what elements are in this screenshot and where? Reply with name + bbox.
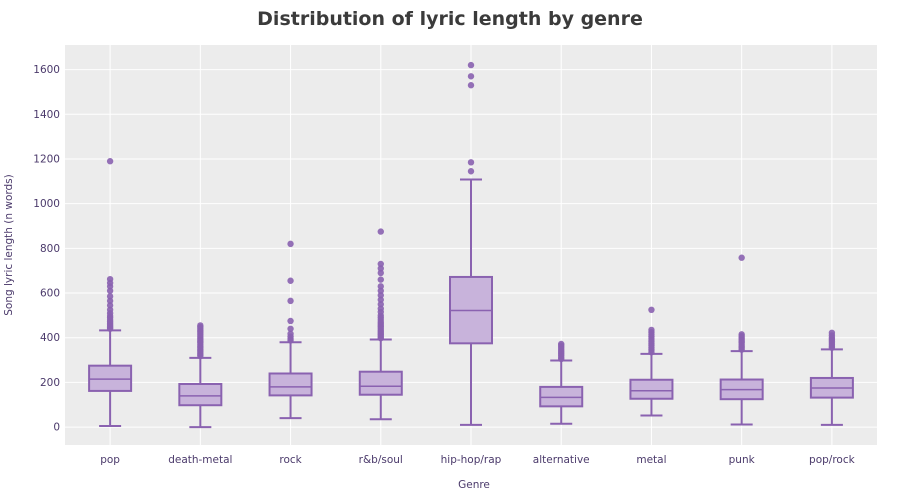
outlier-point xyxy=(377,276,384,283)
outlier-point xyxy=(287,330,294,337)
outlier-point xyxy=(106,302,114,309)
box-alternative[interactable] xyxy=(539,340,584,425)
outlier-point xyxy=(377,296,384,303)
x-tick-label: death-metal xyxy=(168,454,232,466)
x-tick-label: pop xyxy=(100,454,120,466)
outlier-point xyxy=(377,301,384,308)
outlier-point xyxy=(287,297,294,305)
iqr-box xyxy=(88,364,133,392)
iqr-box xyxy=(178,382,223,407)
chart-title: Distribution of lyric length by genre xyxy=(257,8,643,30)
iqr-box xyxy=(358,370,403,396)
y-tick-label: 600 xyxy=(40,288,60,300)
outlier-point xyxy=(287,240,294,248)
box-death-metal[interactable] xyxy=(178,322,223,429)
outlier-point xyxy=(377,260,384,268)
outlier-point xyxy=(558,340,565,348)
y-tick-label: 1000 xyxy=(33,198,60,210)
iqr-box xyxy=(629,378,674,400)
box-rock[interactable] xyxy=(268,240,313,420)
outlier-point xyxy=(738,331,745,338)
iqr-box xyxy=(268,372,313,397)
box-hip-hop-rap[interactable] xyxy=(449,61,493,426)
y-tick-label: 800 xyxy=(40,243,60,255)
outlier-point xyxy=(377,228,384,235)
x-tick-label: pop/rock xyxy=(809,454,856,466)
x-tick-label: rock xyxy=(279,454,302,466)
outlier-point xyxy=(106,297,114,305)
outlier-point xyxy=(287,277,294,284)
y-tick-label: 200 xyxy=(40,377,60,389)
outlier-point xyxy=(106,287,114,295)
outlier-point xyxy=(467,159,475,166)
outlier-point xyxy=(287,325,294,332)
box-series xyxy=(88,61,854,429)
x-tick-label: alternative xyxy=(533,454,590,466)
outlier-point xyxy=(287,317,294,325)
outlier-point xyxy=(197,322,204,329)
x-tick-label: metal xyxy=(636,454,666,466)
outlier-point xyxy=(738,254,745,261)
outlier-point xyxy=(377,269,384,277)
outlier-point xyxy=(648,326,655,334)
x-axis-title: Genre xyxy=(458,479,490,491)
iqr-box xyxy=(539,385,584,408)
box-pop-rock[interactable] xyxy=(809,329,854,426)
outlier-point xyxy=(467,168,475,175)
outlier-point xyxy=(377,287,384,295)
outlier-point xyxy=(377,265,384,272)
outlier-point xyxy=(828,329,836,337)
y-axis-ticks: 0 200 400 600 800 1000 1200 1400 1600 xyxy=(33,64,60,434)
y-tick-label: 400 xyxy=(40,332,60,344)
x-tick-label: hip-hop/rap xyxy=(441,454,502,466)
box-pop[interactable] xyxy=(88,158,133,428)
outlier-point xyxy=(467,73,475,80)
y-tick-label: 1200 xyxy=(33,153,60,165)
x-tick-label: punk xyxy=(729,454,756,466)
box-punk[interactable] xyxy=(719,254,764,426)
outlier-point xyxy=(377,305,384,312)
outlier-point xyxy=(377,283,384,290)
y-tick-label: 1600 xyxy=(33,64,60,76)
outlier-point xyxy=(106,158,114,165)
y-tick-label: 0 xyxy=(53,422,60,434)
box-r-b-soul[interactable] xyxy=(358,228,403,421)
box-metal[interactable] xyxy=(629,306,674,417)
outlier-point xyxy=(106,275,114,283)
y-axis-title: Song lyric length (n words) xyxy=(3,174,15,316)
outlier-point xyxy=(106,306,114,314)
outlier-point xyxy=(467,61,475,69)
outlier-point xyxy=(467,82,475,89)
outlier-point xyxy=(106,293,114,300)
y-tick-label: 1400 xyxy=(33,109,60,121)
outlier-point xyxy=(377,292,384,299)
x-axis-ticks: pop death-metal rock r&b/soul hip-hop/rap alt… xyxy=(100,454,855,466)
x-tick-label: r&b/soul xyxy=(359,454,403,466)
outlier-point xyxy=(648,306,655,314)
